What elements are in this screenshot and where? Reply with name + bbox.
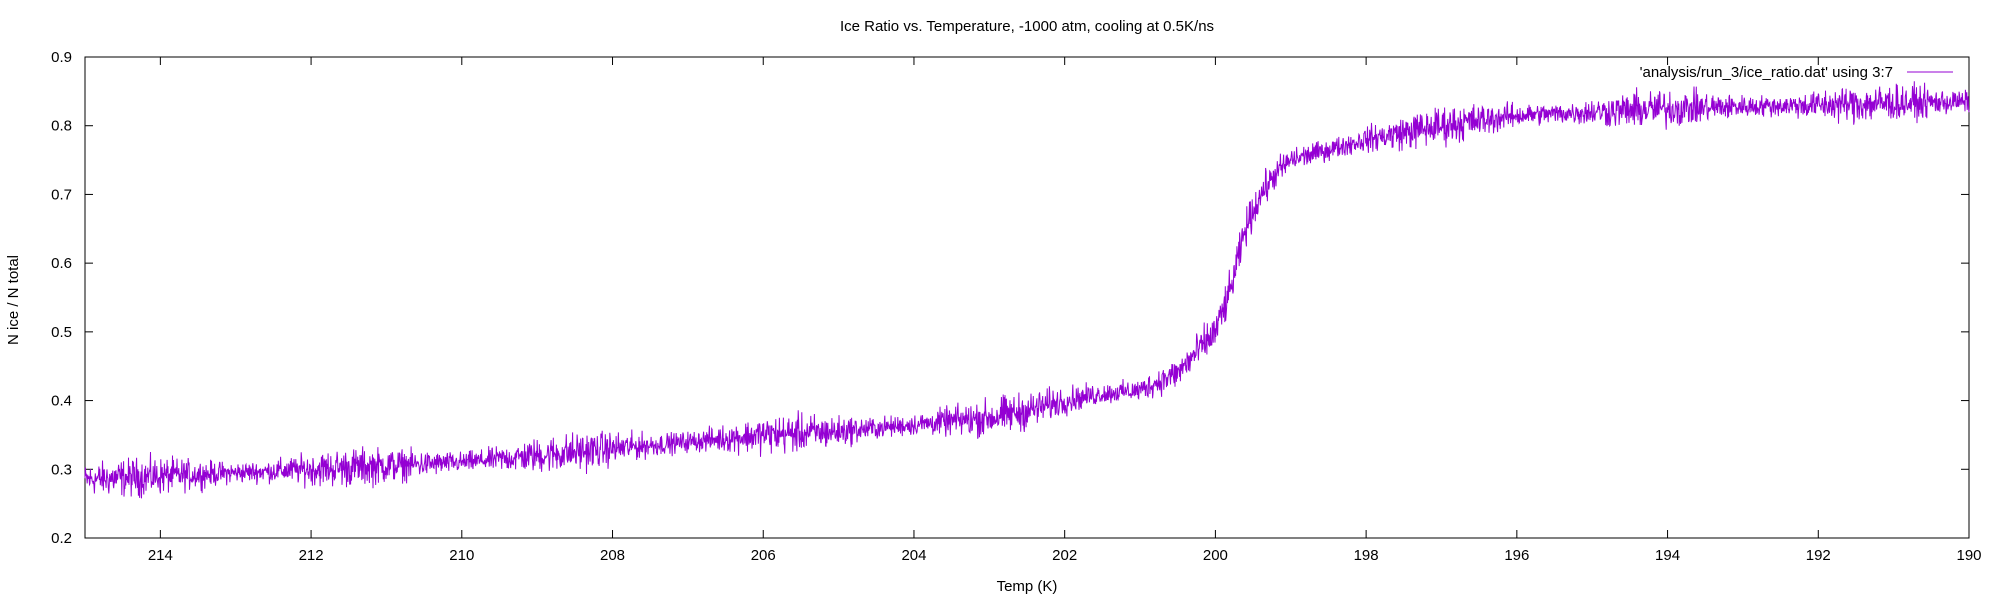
x-axis-label: Temp (K) — [997, 578, 1058, 595]
x-tick-label: 194 — [1655, 547, 1680, 564]
x-tick-label: 192 — [1806, 547, 1831, 564]
x-tick-label: 200 — [1203, 547, 1228, 564]
series-layer — [84, 81, 1970, 499]
legend-label: 'analysis/run_3/ice_ratio.dat' using 3:7 — [1640, 64, 1893, 81]
y-axis-label: N ice / N total — [5, 255, 22, 345]
x-tick-label: 190 — [1956, 547, 1981, 564]
legend: 'analysis/run_3/ice_ratio.dat' using 3:7 — [1640, 64, 1953, 81]
x-tick-label: 208 — [600, 547, 625, 564]
y-tick-label: 0.9 — [51, 49, 72, 66]
x-tick-label: 206 — [751, 547, 776, 564]
y-tick-label: 0.5 — [51, 324, 72, 341]
y-tick-label: 0.2 — [51, 530, 72, 547]
x-tick-label: 210 — [449, 547, 474, 564]
chart-title: Ice Ratio vs. Temperature, -1000 atm, co… — [840, 18, 1214, 35]
axis-ticks: 0.2 0.3 0.4 0.5 0.6 0.7 0.8 0.9 214 212 210 208 206 2… — [51, 49, 1981, 564]
y-tick-label: 0.3 — [51, 461, 72, 478]
y-tick-label: 0.4 — [51, 393, 72, 410]
x-tick-label: 204 — [901, 547, 926, 564]
x-tick-label: 202 — [1052, 547, 1077, 564]
series-line — [84, 81, 1970, 499]
x-tick-label: 212 — [299, 547, 324, 564]
x-tick-label: 196 — [1504, 547, 1529, 564]
y-tick-label: 0.8 — [51, 118, 72, 135]
y-tick-label: 0.7 — [51, 186, 72, 203]
x-tick-label: 198 — [1354, 547, 1379, 564]
x-tick-label: 214 — [148, 547, 173, 564]
y-tick-label: 0.6 — [51, 255, 72, 272]
plot-frame — [84, 56, 1970, 539]
